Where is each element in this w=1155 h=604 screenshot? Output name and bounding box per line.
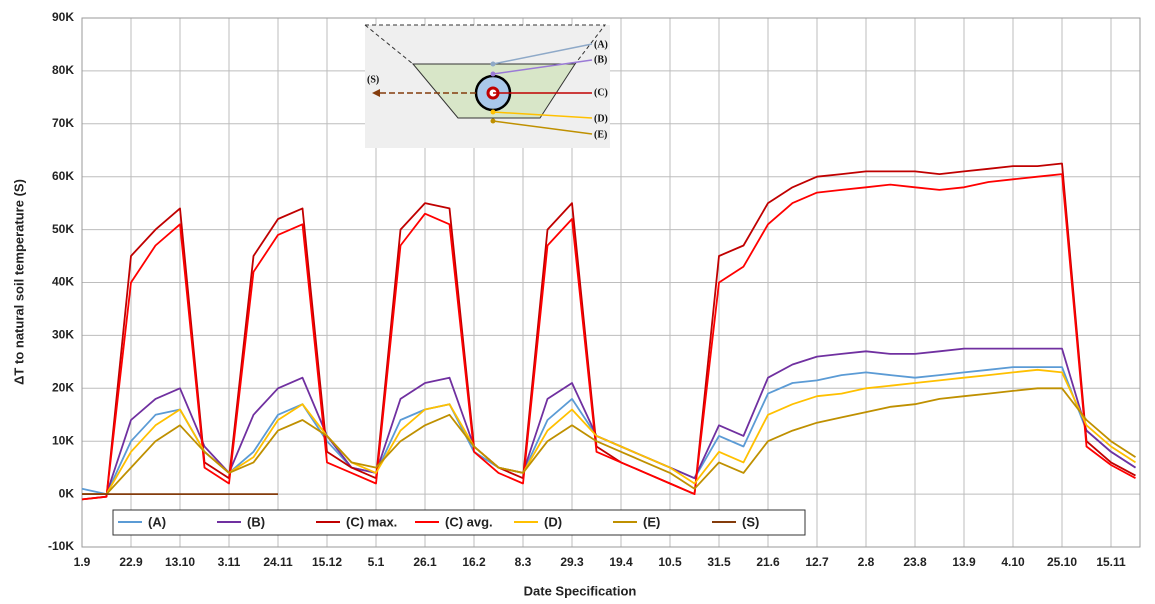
- x-tick-label: 16.2: [462, 555, 486, 569]
- x-tick-label: 5.1: [368, 555, 385, 569]
- inset-label: (A): [594, 39, 608, 50]
- legend-label: (B): [247, 514, 265, 529]
- y-tick-label: 80K: [52, 63, 74, 77]
- x-tick-label: 23.8: [903, 555, 927, 569]
- inset-arrowhead: [372, 89, 380, 97]
- y-tick-label: 20K: [52, 380, 74, 394]
- grid: -10K 0K 10K 20K 30K 40K 50K 60K 70K 80K 90K 1.9 22.9…: [48, 10, 1141, 569]
- legend-label: (E): [643, 514, 660, 529]
- series-line: [81, 162, 1136, 501]
- inset-label: (C): [594, 87, 608, 98]
- y-tick-label: -10K: [48, 539, 74, 553]
- y-tick-label: 90K: [52, 10, 74, 24]
- x-tick-label: 4.10: [1001, 555, 1025, 569]
- inset-pointer: [492, 43, 593, 65]
- inset-sensor: [490, 118, 496, 124]
- y-tick-label: 50K: [52, 222, 74, 236]
- legend-label: (D): [544, 514, 562, 529]
- inset-slope: [364, 24, 414, 65]
- x-axis-title: Date Specification: [524, 583, 637, 598]
- y-tick-label: 10K: [52, 433, 74, 447]
- inset-label: (B): [594, 54, 607, 65]
- x-tick-label: 25.10: [1047, 555, 1077, 569]
- legend-label: (S): [742, 514, 759, 529]
- inset-sensor: [490, 109, 496, 115]
- y-tick-label: 70K: [52, 116, 74, 130]
- x-tick-label: 22.9: [119, 555, 143, 569]
- x-tick-label: 8.3: [515, 555, 532, 569]
- series-line: [82, 368, 1136, 495]
- legend-label: (A): [148, 514, 166, 529]
- x-tick-label: 15.11: [1096, 555, 1126, 569]
- inset-pointer: [492, 59, 593, 75]
- inset-label: (D): [594, 113, 608, 124]
- inset-sensor: [490, 61, 496, 67]
- x-tick-label: 21.6: [756, 555, 780, 569]
- x-tick-label: 3.11: [218, 555, 241, 569]
- inset-diagram: (A) (B) (C) (D) (E) (S): [364, 24, 610, 148]
- y-tick-label: 60K: [52, 169, 74, 183]
- x-tick-label: 1.9: [74, 555, 91, 569]
- series-line: [82, 387, 1136, 495]
- x-tick-label: 26.1: [413, 555, 437, 569]
- y-tick-label: 40K: [52, 275, 74, 289]
- inset-sensor: [490, 71, 496, 77]
- x-tick-label: 31.5: [707, 555, 731, 569]
- x-tick-label: 13.10: [165, 555, 195, 569]
- inset-label: (S): [367, 74, 379, 85]
- inset-label: (E): [594, 129, 607, 140]
- inset-slope: [365, 24, 607, 65]
- y-axis-title: ΔT to natural soil temperature (S): [11, 179, 26, 385]
- plot-frame: [81, 17, 1141, 548]
- x-tick-label: 19.4: [609, 555, 633, 569]
- x-tick-label: 24.11: [263, 555, 293, 569]
- x-tick-label: 12.7: [805, 555, 829, 569]
- x-tick-label: 10.5: [658, 555, 682, 569]
- y-tick-label: 30K: [52, 328, 74, 342]
- inset-pointer: [492, 111, 593, 119]
- legend-label: (C) max.: [346, 514, 397, 529]
- lines: [81, 162, 1136, 501]
- x-tick-label: 2.8: [858, 555, 875, 569]
- x-tick-label: 29.3: [560, 555, 584, 569]
- legend-label: (C) avg.: [445, 514, 493, 529]
- x-tick-label: 13.9: [952, 555, 976, 569]
- y-tick-label: 0K: [59, 486, 75, 500]
- inset-pointer: [492, 120, 593, 135]
- legend: (A) (B) (C) max. (C) avg. (D) (E) (S): [112, 509, 806, 536]
- x-tick-label: 15.12: [312, 555, 342, 569]
- series-line: [81, 173, 1136, 501]
